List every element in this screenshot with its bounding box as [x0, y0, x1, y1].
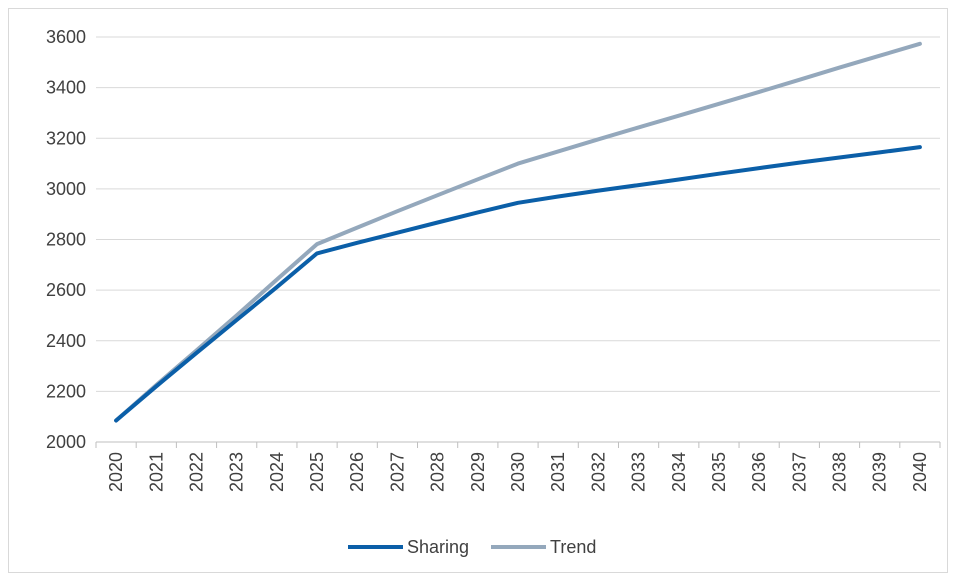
x-tick-label: 2040: [910, 452, 930, 492]
x-tick-label: 2033: [629, 452, 649, 492]
x-tick-label: 2024: [267, 452, 287, 492]
legend-label: Trend: [550, 537, 596, 557]
y-tick-label: 2000: [46, 432, 86, 452]
x-tick-label: 2035: [709, 452, 729, 492]
legend-item-sharing: Sharing: [348, 537, 469, 557]
x-tick-label: 2020: [106, 452, 126, 492]
y-tick-label: 2400: [46, 331, 86, 351]
legend-label: Sharing: [407, 537, 469, 557]
x-tick-label: 2029: [468, 452, 488, 492]
x-tick-label: 2023: [227, 452, 247, 492]
legend-item-trend: Trend: [491, 537, 596, 557]
y-tick-label: 2200: [46, 381, 86, 401]
axes: 2000 2200 2400 2600 2800 3000 3200 3400 3600 2020…: [46, 27, 941, 492]
y-tick-label: 3000: [46, 179, 86, 199]
x-tick-label: 2034: [669, 452, 689, 492]
x-tick-label: 2028: [428, 452, 448, 492]
y-tick-label: 3400: [46, 78, 86, 98]
series-line-sharing: [114, 145, 922, 423]
x-tick-label: 2022: [186, 452, 206, 492]
x-tick-label: 2027: [387, 452, 407, 492]
x-tick-label: 2037: [789, 452, 809, 492]
gridlines: [96, 36, 940, 443]
x-tick-label: 2032: [588, 452, 608, 492]
legend: Sharing Trend: [348, 537, 596, 557]
y-tick-label: 2600: [46, 280, 86, 300]
x-tick-label: 2039: [870, 452, 890, 492]
y-tick-label: 3200: [46, 128, 86, 148]
x-tick-label: 2025: [307, 452, 327, 492]
y-tick-label: 3600: [46, 27, 86, 47]
y-tick-label: 2800: [46, 230, 86, 250]
x-tick-label: 2031: [548, 452, 568, 492]
x-tick-label: 2038: [830, 452, 850, 492]
x-tick-label: 2026: [347, 452, 367, 492]
x-tick-label: 2021: [146, 452, 166, 492]
x-tick-label: 2030: [508, 452, 528, 492]
series: [114, 41, 922, 423]
series-line-trend: [114, 41, 922, 423]
x-tick-label: 2036: [749, 452, 769, 492]
